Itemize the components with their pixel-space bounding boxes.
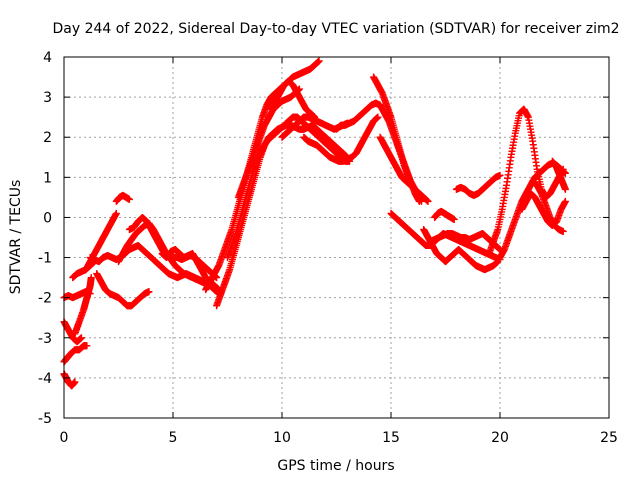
- data-point: [450, 215, 458, 223]
- data-point: [125, 195, 133, 203]
- series-s27: [431, 207, 458, 223]
- chart-title: Day 244 of 2022, Sidereal Day-to-day VTE…: [53, 21, 620, 37]
- series-s3: [60, 318, 85, 346]
- data-point: [374, 113, 382, 121]
- plot-frame: [63, 56, 610, 419]
- data-point: [559, 227, 567, 235]
- y-tick-label: -1: [38, 251, 52, 267]
- data-point: [71, 378, 79, 386]
- x-tick-label: 5: [169, 430, 178, 446]
- x-tick-labels: 0 5 10 15 20 25: [60, 430, 618, 446]
- series-s9: [112, 191, 133, 205]
- series-s18: [267, 77, 319, 121]
- x-tick-label: 25: [600, 430, 618, 446]
- ticks-layer: [63, 56, 610, 419]
- x-tick-label: 20: [491, 430, 509, 446]
- series-s1: [60, 370, 79, 390]
- series-s29: [485, 105, 567, 258]
- data-point: [77, 334, 85, 342]
- y-tick-label: 3: [43, 90, 52, 106]
- series-s8: [82, 209, 120, 274]
- data-point: [561, 185, 569, 193]
- data-points-layer: [60, 57, 569, 390]
- data-point: [87, 274, 95, 282]
- y-tick-label: 0: [43, 210, 52, 226]
- data-point: [496, 171, 504, 179]
- series-s33: [548, 157, 569, 193]
- data-point: [561, 169, 569, 177]
- series-s32: [529, 177, 567, 235]
- x-tick-label: 10: [273, 430, 291, 446]
- series-s28: [452, 171, 504, 199]
- data-point: [561, 197, 569, 205]
- data-point: [112, 209, 120, 217]
- series-s5: [71, 274, 95, 338]
- y-tick-label: -2: [38, 291, 52, 307]
- y-tick-label: -3: [38, 331, 52, 347]
- x-tick-label: 0: [60, 430, 69, 446]
- x-tick-label: 15: [382, 430, 400, 446]
- series-s13: [158, 246, 225, 298]
- data-point: [494, 258, 502, 266]
- y-axis-label: SDTVAR / TECUs: [8, 180, 24, 295]
- series-s25: [420, 225, 502, 274]
- series-s2: [60, 342, 91, 366]
- y-tick-label: 2: [43, 130, 52, 146]
- series-s23: [376, 133, 432, 205]
- y-tick-label: -4: [38, 371, 52, 387]
- x-axis-label: GPS time / hours: [277, 458, 394, 474]
- data-point: [424, 197, 432, 205]
- series-s11: [93, 270, 153, 310]
- y-tick-label: 4: [43, 50, 52, 66]
- data-point: [145, 288, 153, 296]
- series-s20: [300, 113, 382, 165]
- data-point: [315, 57, 323, 65]
- y-tick-labels: -5 -4 -3 -2 -1 0 1 2 3 4: [38, 50, 52, 427]
- y-tick-label: 1: [43, 170, 52, 186]
- data-point: [83, 342, 91, 350]
- y-tick-label: -5: [38, 411, 52, 427]
